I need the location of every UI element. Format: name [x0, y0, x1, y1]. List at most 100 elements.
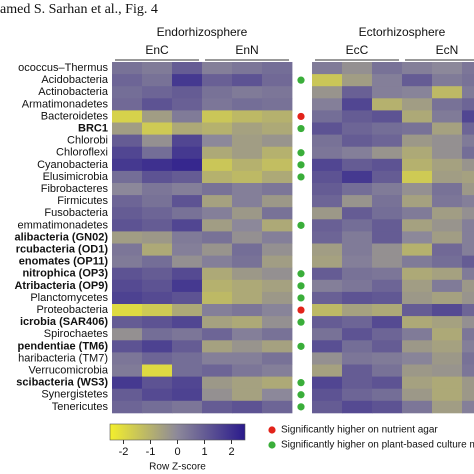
heatmap-cell: [202, 146, 233, 160]
heatmap-cell: [262, 243, 293, 256]
heatmap-cell: [432, 388, 463, 402]
heatmap-cell: [462, 86, 474, 99]
heatmap-cell: [342, 291, 373, 305]
subgroup-label: EcN: [436, 43, 459, 57]
heatmap-cell: [172, 146, 203, 160]
heatmap-cell: [402, 74, 433, 87]
subgroup-label: EcC: [346, 43, 369, 57]
heatmap-cell: [432, 364, 463, 377]
heatmap-cell: [342, 122, 373, 135]
heatmap-cell: [342, 340, 373, 353]
heatmap-cell: [462, 340, 474, 353]
heatmap-cell: [402, 352, 433, 365]
heatmap-cell: [312, 340, 343, 353]
row-label: Cyanobacteria: [37, 159, 109, 171]
heatmap-cell: [202, 364, 233, 377]
heatmap-cell: [342, 279, 373, 293]
heatmap-cell: [112, 328, 143, 341]
heatmap-cell: [402, 340, 433, 353]
heatmap-cell: [232, 219, 263, 232]
row-label: Armatimonadetes: [22, 98, 109, 110]
legend-dot: [268, 426, 276, 434]
heatmap-cell: [312, 62, 343, 75]
heatmap-cell: [172, 62, 203, 75]
significance-dot: [297, 403, 305, 411]
row-label: BRC1: [78, 122, 108, 134]
heatmap-cell: [202, 291, 233, 305]
heatmap-cell: [202, 134, 233, 148]
heatmap-cell: [312, 219, 343, 232]
heatmap-cell: [462, 62, 474, 75]
heatmap-cell: [172, 86, 203, 99]
colorbar-tick-label: -1: [146, 446, 156, 458]
heatmap-cell: [432, 122, 463, 135]
heatmap-cell: [372, 219, 403, 232]
heatmap-cell: [342, 304, 373, 317]
colorbar-tick-label: 2: [228, 446, 234, 458]
row-label: rcubacteria (OD1): [16, 243, 109, 255]
heatmap-cell: [372, 340, 403, 353]
significance-dot: [297, 221, 305, 229]
heatmap-cell: [432, 328, 463, 341]
heatmap-cell: [142, 340, 173, 353]
heatmap-cell: [232, 183, 263, 196]
heatmap-cell: [432, 183, 463, 196]
heatmap-cell: [142, 62, 173, 75]
heatmap-cell: [202, 328, 233, 341]
heatmap-cell: [342, 170, 373, 184]
heatmap-cell: [432, 98, 463, 111]
heatmap-cell: [462, 207, 474, 220]
heatmap-cell: [312, 86, 343, 99]
heatmap-cell: [312, 388, 343, 402]
heatmap-cell: [432, 158, 463, 172]
heatmap-cell: [432, 86, 463, 99]
heatmap-cell: [342, 183, 373, 196]
heatmap-cell: [342, 352, 373, 365]
heatmap-cell: [172, 231, 203, 244]
heatmap-cell: [202, 243, 233, 256]
heatmap-cell: [402, 304, 433, 317]
heatmap-cell: [462, 388, 474, 402]
row-label: Fibrobacteres: [41, 183, 109, 195]
heatmap-cell: [402, 86, 433, 99]
heatmap-cell: [372, 328, 403, 341]
heatmap-cell: [462, 243, 474, 256]
heatmap-cell: [112, 304, 143, 317]
heatmap-cell: [372, 267, 403, 281]
heatmap-cell: [202, 86, 233, 99]
heatmap-cell: [112, 291, 143, 305]
heatmap-cell: [172, 74, 203, 87]
row-label: Synergistetes: [41, 389, 108, 401]
row-label: haribacteria (TM7): [18, 352, 108, 364]
row-label: icrobia (SAR406): [20, 316, 108, 328]
row-label: Fusobacteria: [44, 207, 108, 219]
heatmap-cell: [142, 279, 173, 293]
heatmap-cell: [202, 98, 233, 111]
heatmap-cell: [172, 352, 203, 365]
heatmap-cell: [312, 195, 343, 208]
heatmap-cell: [232, 195, 263, 208]
heatmap-cell: [232, 400, 263, 414]
heatmap-cell: [312, 243, 343, 256]
heatmap-cell: [232, 62, 263, 75]
heatmap-cell: [142, 255, 173, 269]
heatmap-cell: [202, 62, 233, 75]
heatmap-cell: [342, 98, 373, 111]
heatmap-cell: [112, 134, 143, 148]
heatmap-cell: [342, 231, 373, 244]
heatmap-cell: [312, 207, 343, 220]
heatmap-cell: [202, 231, 233, 244]
heatmap-cell: [202, 304, 233, 317]
heatmap-cell: [232, 267, 263, 281]
heatmap-cell: [142, 316, 173, 329]
heatmap-cell: [372, 134, 403, 148]
heatmap-cell: [142, 86, 173, 99]
heatmap-cell: [262, 376, 293, 390]
heatmap-cell: [262, 110, 293, 123]
row-label: Tenericutes: [52, 401, 109, 413]
heatmap-cell: [402, 279, 433, 293]
heatmap-cell: [202, 400, 233, 414]
heatmap-cell: [312, 376, 343, 390]
heatmap-cell: [342, 207, 373, 220]
legend-label: Significantly higher on nutrient agar: [281, 425, 438, 436]
